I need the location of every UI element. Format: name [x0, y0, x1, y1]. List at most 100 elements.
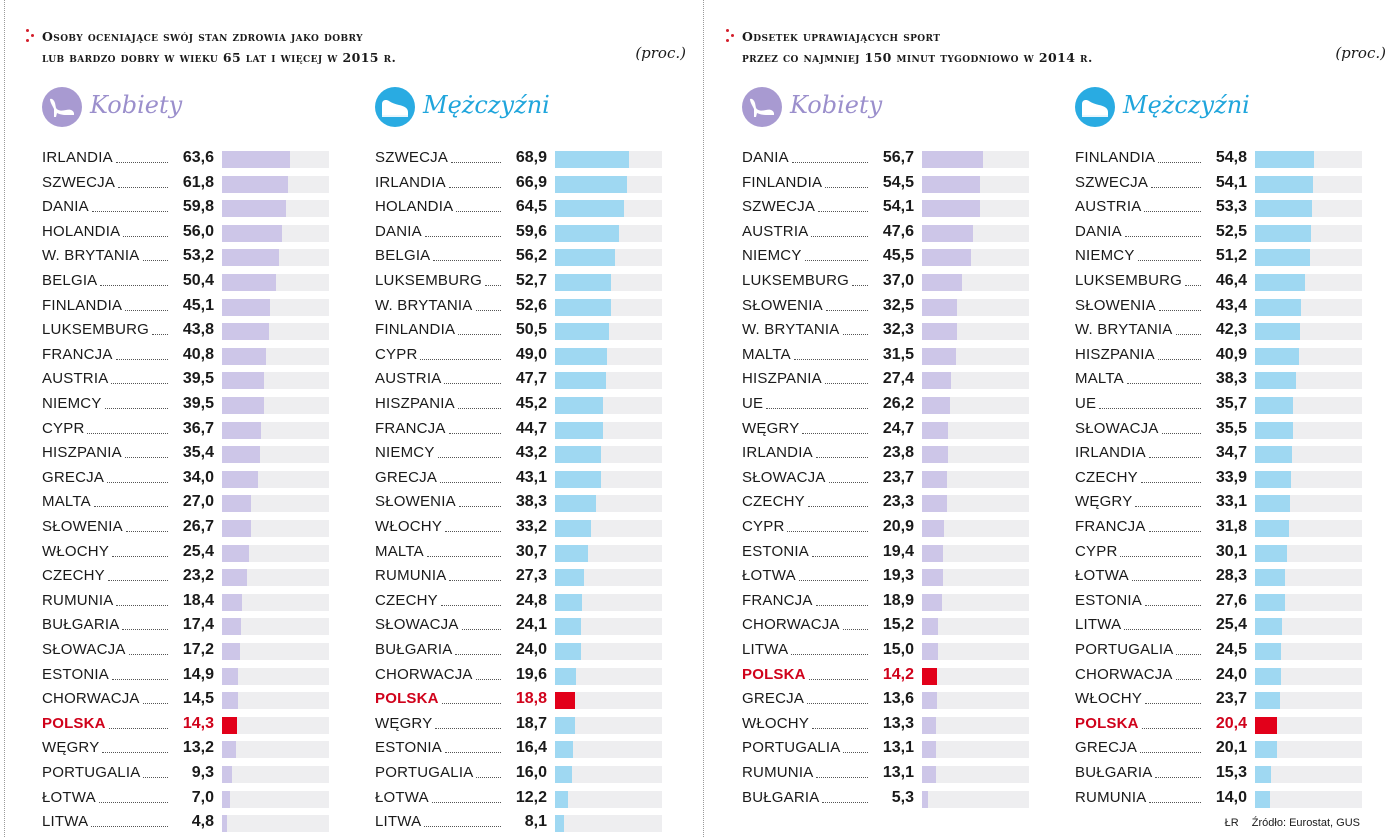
bar [1255, 249, 1310, 267]
bar-row: WĘGRY 24,7 [742, 418, 1032, 442]
country-label: AUSTRIA [742, 222, 809, 240]
bar-track [222, 200, 329, 218]
value-label: 32,3 [868, 321, 914, 340]
bar [555, 667, 576, 685]
bar-row: GRECJA 34,0 [42, 467, 332, 491]
country-label: GRECJA [375, 468, 438, 486]
leader-dots [1158, 162, 1205, 163]
bar-track [222, 569, 329, 587]
bar [222, 741, 237, 759]
country-label: ESTONIA [375, 739, 442, 757]
value-label: 24,5 [1201, 641, 1247, 659]
bar-row: ŁOTWA 7,0 [42, 787, 332, 811]
bar-track [222, 274, 329, 291]
bar-track [1255, 224, 1362, 242]
country-label: LUKSEMBURG [375, 272, 483, 289]
country-label: ŁOTWA [375, 788, 429, 806]
author-initials: ŁR [1224, 817, 1239, 829]
bar [922, 741, 936, 759]
bar-track [1255, 175, 1362, 193]
legend-label: Mężczyźni [423, 91, 550, 119]
country-label: IRLANDIA [1075, 444, 1146, 462]
bar [222, 569, 247, 587]
leader-dots [123, 235, 172, 237]
bar-track [922, 766, 1029, 783]
leader-dots [1185, 285, 1205, 286]
bar-track [922, 470, 1029, 488]
bar [1255, 274, 1305, 291]
bar-track [922, 593, 1029, 611]
bar [555, 495, 596, 513]
value-label: 24,1 [501, 616, 547, 635]
bar-track [922, 151, 1029, 168]
series-column-women: Kobiety IRLANDIA 63,6 SZWECJA 61,8 DANIA 59,8 H… [42, 0, 332, 837]
country-label: AUSTRIA [375, 370, 442, 388]
country-label: CHORWACJA [742, 616, 840, 634]
bar-track [922, 175, 1029, 193]
value-label: 56,7 [868, 149, 914, 167]
bar [222, 397, 265, 414]
bar-track [922, 249, 1029, 267]
country-label: IRLANDIA [742, 444, 813, 462]
leader-dots [1158, 358, 1205, 360]
value-label: 43,1 [501, 468, 547, 487]
value-label: 20,1 [1201, 739, 1247, 758]
leader-dots [825, 186, 872, 188]
bar [922, 766, 936, 783]
bar [555, 200, 624, 218]
bar [1255, 151, 1314, 168]
bar-row-poland: POLSKA 18,8 [375, 688, 665, 712]
leader-dots [1159, 309, 1205, 311]
leader-dots [805, 260, 872, 262]
bar [922, 397, 950, 414]
bar-row: FRANCJA 40,8 [42, 344, 332, 368]
country-label: HOLANDIA [42, 222, 121, 240]
bar [922, 446, 948, 464]
value-label: 25,4 [168, 542, 214, 561]
bar [222, 446, 260, 464]
country-label: PORTUGALIA [742, 739, 841, 757]
leader-dots [1176, 654, 1205, 655]
bar-row: WŁOCHY 13,3 [742, 713, 1032, 737]
country-label: CHORWACJA [375, 665, 473, 683]
bar-row: CYPR 30,1 [1075, 541, 1365, 565]
bar-row: UE 35,7 [1075, 393, 1365, 417]
bar-track [922, 274, 1029, 291]
bar [1255, 446, 1293, 464]
bar-row: BUŁGARIA 24,0 [375, 639, 665, 663]
value-label: 35,5 [1201, 419, 1247, 438]
value-label: 33,9 [1201, 468, 1247, 487]
value-label: 17,2 [168, 641, 214, 659]
value-label: 34,0 [168, 468, 214, 487]
leader-dots [122, 629, 172, 631]
leader-dots [1151, 186, 1205, 188]
bar [555, 470, 602, 488]
country-label: POLSKA [1075, 714, 1139, 732]
country-label: LITWA [1075, 616, 1122, 634]
bar-track [922, 446, 1029, 464]
bar-row-poland: POLSKA 20,4 [1075, 713, 1365, 737]
series-column-women: Kobiety DANIA 56,7 FINLANDIA 54,5 SZWECJA 54,1… [742, 0, 1032, 837]
bar-track [922, 397, 1029, 414]
bar-row: NIEMCY 51,2 [1075, 245, 1365, 269]
leader-dots [102, 752, 172, 754]
bar [222, 298, 271, 316]
bar-track [222, 593, 329, 611]
leader-dots [118, 186, 172, 188]
leader-dots [108, 580, 172, 582]
bar-track [222, 643, 329, 660]
value-label: 25,4 [1201, 616, 1247, 635]
leader-dots [424, 826, 505, 828]
country-label: LUKSEMBURG [1075, 272, 1183, 289]
country-label: POLSKA [375, 690, 439, 708]
chart-title-line-1: Odsetek uprawiających sport [742, 29, 941, 44]
bar-row: SŁOWACJA 23,7 [742, 467, 1032, 491]
country-label: W. BRYTANIA [742, 321, 840, 339]
bar-row: FINLANDIA 50,5 [375, 319, 665, 343]
bar-track [1255, 692, 1362, 710]
bar-track [555, 372, 662, 390]
bar-track [222, 175, 329, 193]
legend-label: Mężczyźni [1123, 91, 1250, 119]
bar-row: SZWECJA 68,9 [375, 147, 665, 171]
bar-track [1255, 200, 1362, 218]
